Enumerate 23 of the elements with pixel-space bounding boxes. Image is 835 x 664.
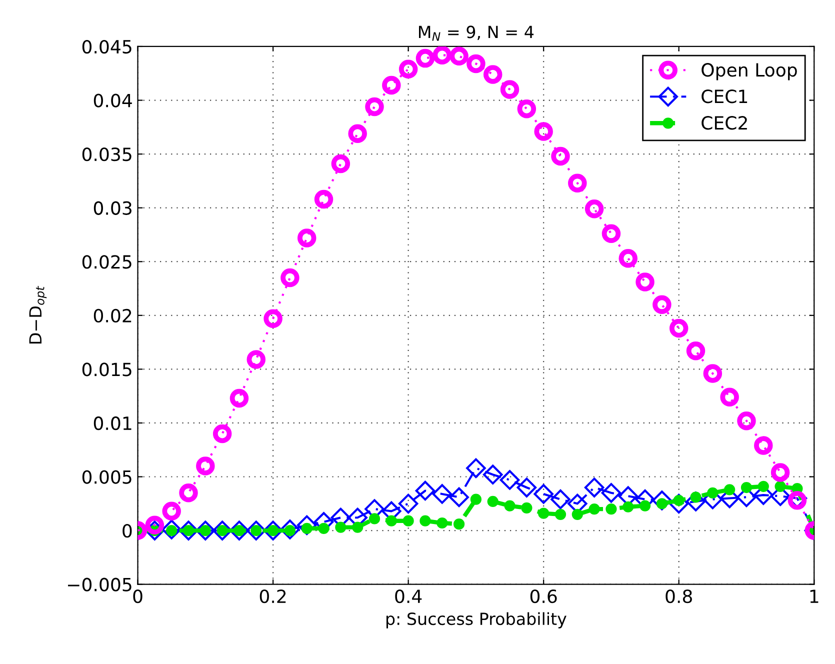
x-tick-label: 0 [133, 590, 142, 604]
x-tick-label: 0.6 [530, 590, 557, 604]
y-tick-label: 0.03 [94, 201, 132, 215]
y-tick-label: 0.025 [82, 255, 132, 269]
legend-label: CEC1 [702, 90, 748, 104]
chart-title: M$_{N}$ = 9, N = 4 [419, 26, 534, 41]
y-tick-label: 0.01 [94, 416, 132, 430]
legend-label: CEC2 [702, 116, 747, 130]
y-axis-title: D−D$_{opt}$ [29, 286, 47, 344]
x-tick-label: 1 [810, 590, 818, 603]
y-tick-label: 0.015 [82, 362, 132, 376]
legend-label: Open Loop [702, 63, 797, 80]
y-tick-label: 0.02 [94, 308, 132, 323]
y-tick-label: 0.045 [82, 40, 132, 54]
x-tick-label: 0.2 [260, 590, 286, 604]
y-tick-label: 0.04 [94, 94, 132, 108]
y-tick-label: −0.005 [68, 578, 132, 592]
x-tick-label: 0.4 [395, 590, 422, 604]
x-tick-label: 0.8 [666, 590, 692, 604]
y-tick-label: 0.005 [82, 470, 132, 484]
y-tick-label: 0 [122, 524, 132, 538]
x-axis-title: p: Success Probability [386, 612, 566, 628]
y-tick-label: 0.035 [82, 148, 132, 162]
